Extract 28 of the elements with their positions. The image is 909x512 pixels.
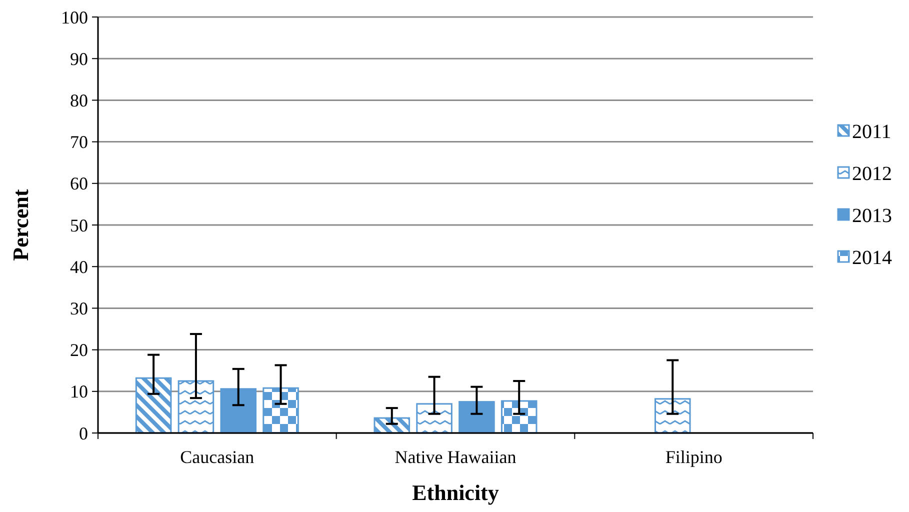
y-tick-label: 100 [61,7,88,28]
y-axis-title: Percent [8,188,33,261]
y-tick-label: 50 [70,215,88,236]
y-tick-label: 20 [70,340,88,360]
legend-label: 2014 [852,247,892,269]
bar [262,387,299,434]
x-tick-label: Filipino [665,447,722,467]
bar [135,377,172,434]
bar [654,398,691,434]
y-tick-label: 30 [70,298,88,318]
legend-label: 2013 [852,205,892,227]
y-tick-label: 80 [70,90,88,110]
bar [458,401,495,434]
y-tick-label: 90 [70,48,88,69]
bar [178,380,214,434]
legend-label: 2011 [852,121,892,143]
x-tick-label: Caucasian [180,447,254,467]
bar [220,388,257,434]
y-tick-label: 10 [70,382,88,402]
legend-label: 2012 [852,163,892,185]
bar [500,400,538,434]
y-tick-label: 40 [70,256,88,277]
y-tick-label: 70 [70,132,88,152]
y-tick-label: 60 [70,174,88,194]
x-tick-label: Native Hawaiian [394,447,516,467]
y-tick-label: 0 [79,423,88,444]
bar [416,403,452,434]
x-axis-title: Ethnicity [412,480,499,505]
